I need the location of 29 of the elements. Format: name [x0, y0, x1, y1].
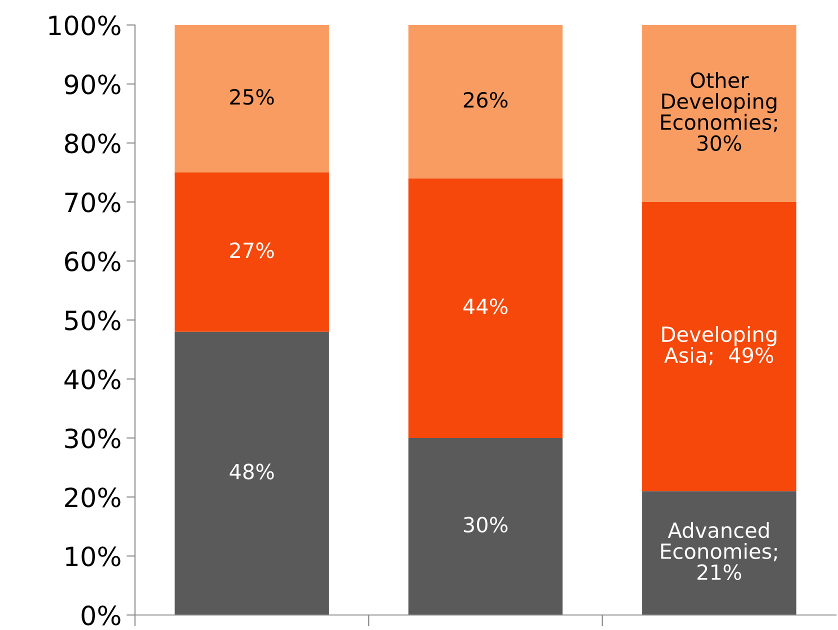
y-tick-label: 70% [65, 192, 120, 212]
data-label: 26% [464, 92, 508, 108]
bar [642, 25, 796, 202]
data-label: Other Developing Economies; 30% [661, 72, 777, 151]
y-tick-label: 80% [64, 133, 120, 154]
data-label: Advanced Economies; 21% [661, 522, 777, 580]
y-tick-label: 50% [65, 310, 120, 330]
data-label: 48% [230, 464, 274, 480]
bar [174, 332, 329, 615]
y-tick-label: 60% [64, 251, 120, 272]
data-label: 25% [230, 89, 274, 105]
bar [174, 25, 329, 172]
data-label: Developing Asia; 49% [662, 326, 776, 366]
bar [408, 25, 563, 178]
y-tick-label: 20% [65, 487, 120, 508]
y-tick-label: 10% [66, 546, 120, 566]
y-tick-label: 0% [82, 605, 120, 626]
bar [642, 491, 796, 615]
bar [174, 172, 329, 332]
data-label: 44% [463, 298, 508, 314]
bar [408, 178, 563, 438]
bar [642, 202, 796, 492]
y-tick-label: 30% [65, 428, 120, 448]
y-tick-label: 90% [64, 74, 120, 94]
y-tick-label: 40% [64, 369, 120, 390]
bar [408, 438, 563, 615]
y-tick-label: 100% [49, 15, 120, 36]
data-label: 30% [464, 516, 508, 533]
data-label: 27% [230, 242, 274, 258]
